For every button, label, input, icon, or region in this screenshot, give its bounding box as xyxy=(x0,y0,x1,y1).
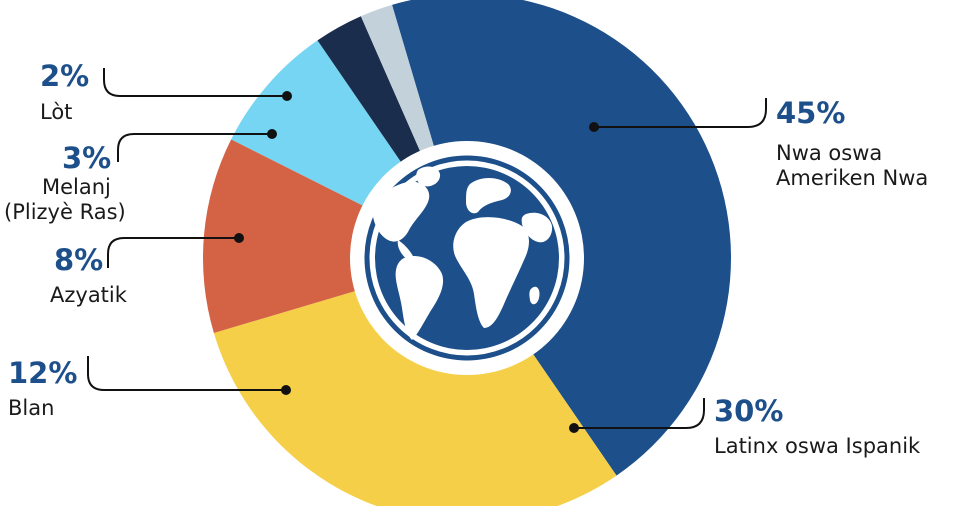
leader-line xyxy=(87,356,286,391)
leader-line xyxy=(107,237,239,268)
leader-dot xyxy=(267,129,277,139)
globe-icon xyxy=(350,141,584,375)
chart-labels: 45% Nwa oswa Ameriken Nwa 30% Latinx osw… xyxy=(4,59,928,458)
leader-dot xyxy=(234,233,244,243)
donut-slice xyxy=(317,16,422,166)
leader-line xyxy=(574,398,705,429)
slice-value-label: 30% xyxy=(714,394,783,428)
slice-name-label: Azyatik xyxy=(50,283,128,307)
slice-name-label: Nwa oswa xyxy=(776,141,882,165)
slice-name-label: Blan xyxy=(8,396,54,420)
slice-value-label: 45% xyxy=(776,96,845,130)
donut-slice xyxy=(392,0,731,476)
leader-dot xyxy=(282,91,292,101)
slice-value-label: 3% xyxy=(62,141,111,175)
donut-slice xyxy=(360,4,436,156)
slice-name-label: Lòt xyxy=(40,100,72,124)
leader-dot xyxy=(589,122,599,132)
slice-name-label: Latinx oswa Ispanik xyxy=(714,434,921,458)
slice-value-label: 8% xyxy=(54,243,103,277)
slice-name-label: Melanj xyxy=(42,175,111,199)
leader-line xyxy=(117,133,272,162)
donut-slice xyxy=(203,139,367,333)
leader-dot xyxy=(569,423,579,433)
slice-value-label: 12% xyxy=(8,356,77,390)
slice-value-label: 2% xyxy=(40,59,89,93)
donut-slice xyxy=(231,40,404,208)
leader-line xyxy=(594,98,767,128)
chart-slices xyxy=(203,0,731,506)
leader-line xyxy=(103,68,287,97)
leader-dot xyxy=(281,385,291,395)
slice-name-label: Ameriken Nwa xyxy=(776,166,928,190)
slice-name-label: (Plizyè Ras) xyxy=(4,200,126,224)
donut-slice xyxy=(213,289,617,506)
